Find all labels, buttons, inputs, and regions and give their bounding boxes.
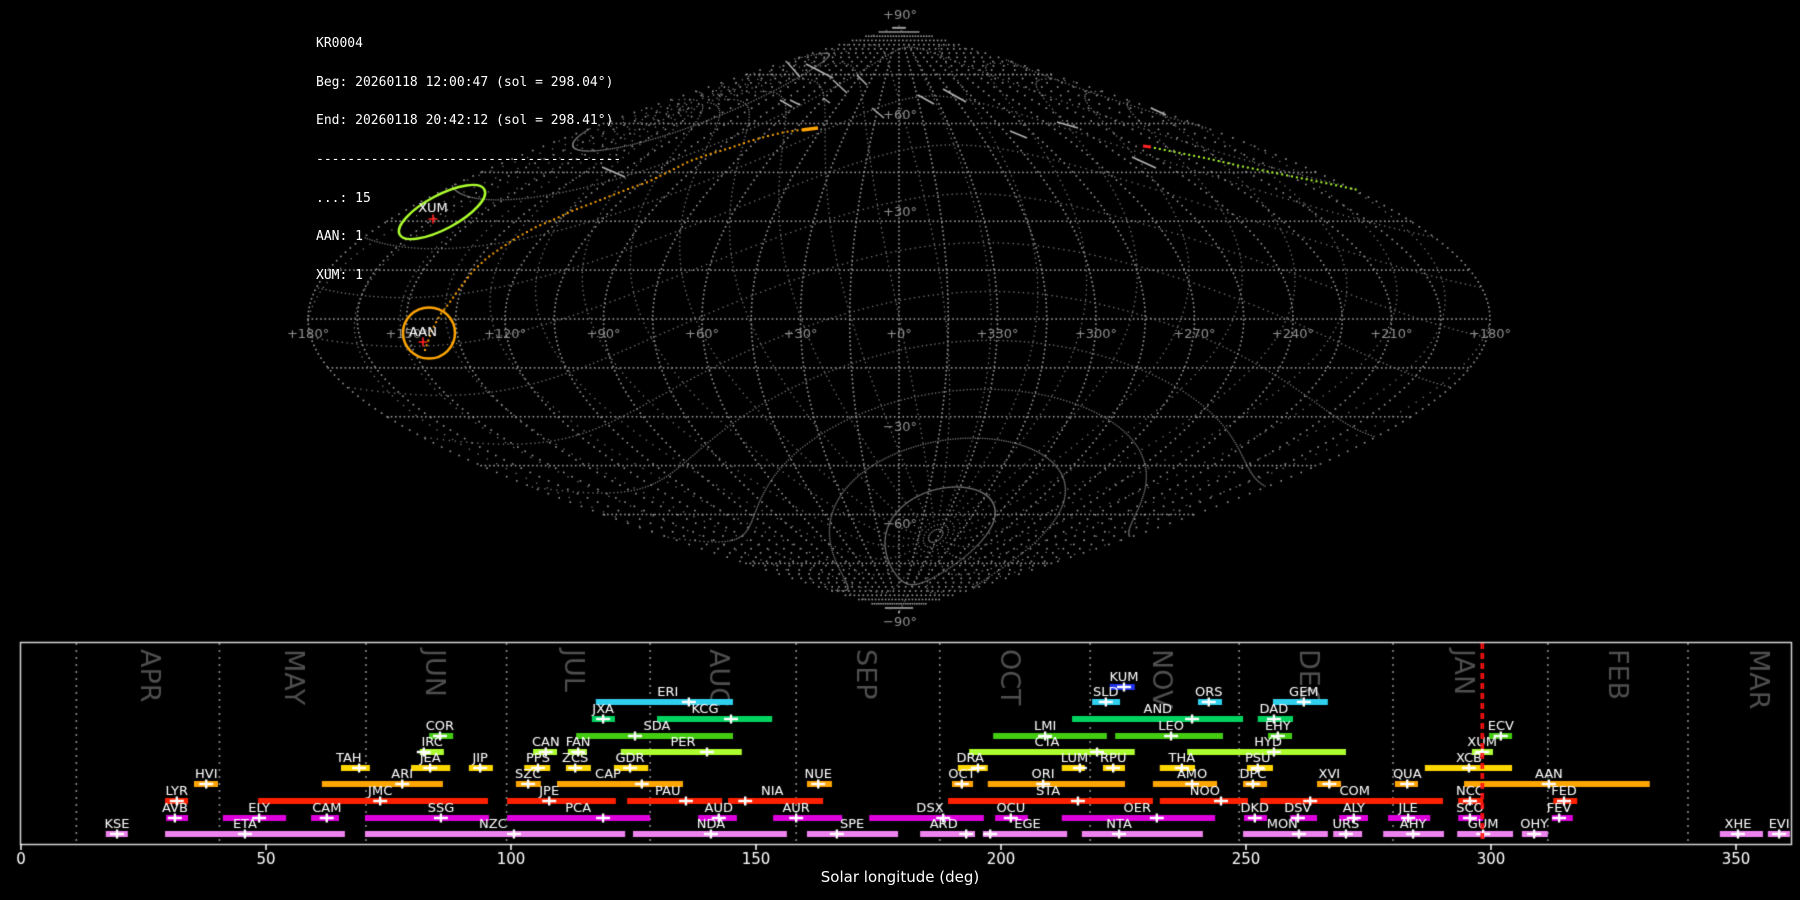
info-panel: KR0004 Beg: 20260118 12:00:47 (sol = 298… — [316, 12, 621, 309]
count-aan: AAN: 1 — [316, 229, 363, 245]
count-sporadic: ...: 15 — [316, 190, 371, 206]
count-xum: XUM: 1 — [316, 268, 363, 284]
x-axis-title: Solar longitude (deg) — [820, 868, 980, 886]
station-id: KR0004 — [316, 35, 363, 51]
separator: --------------------------------------- — [316, 151, 622, 167]
begin-time: Beg: 20260118 12:00:47 (sol = 298.04°) — [316, 74, 614, 90]
end-time: End: 20260118 20:42:12 (sol = 298.41°) — [316, 113, 614, 129]
